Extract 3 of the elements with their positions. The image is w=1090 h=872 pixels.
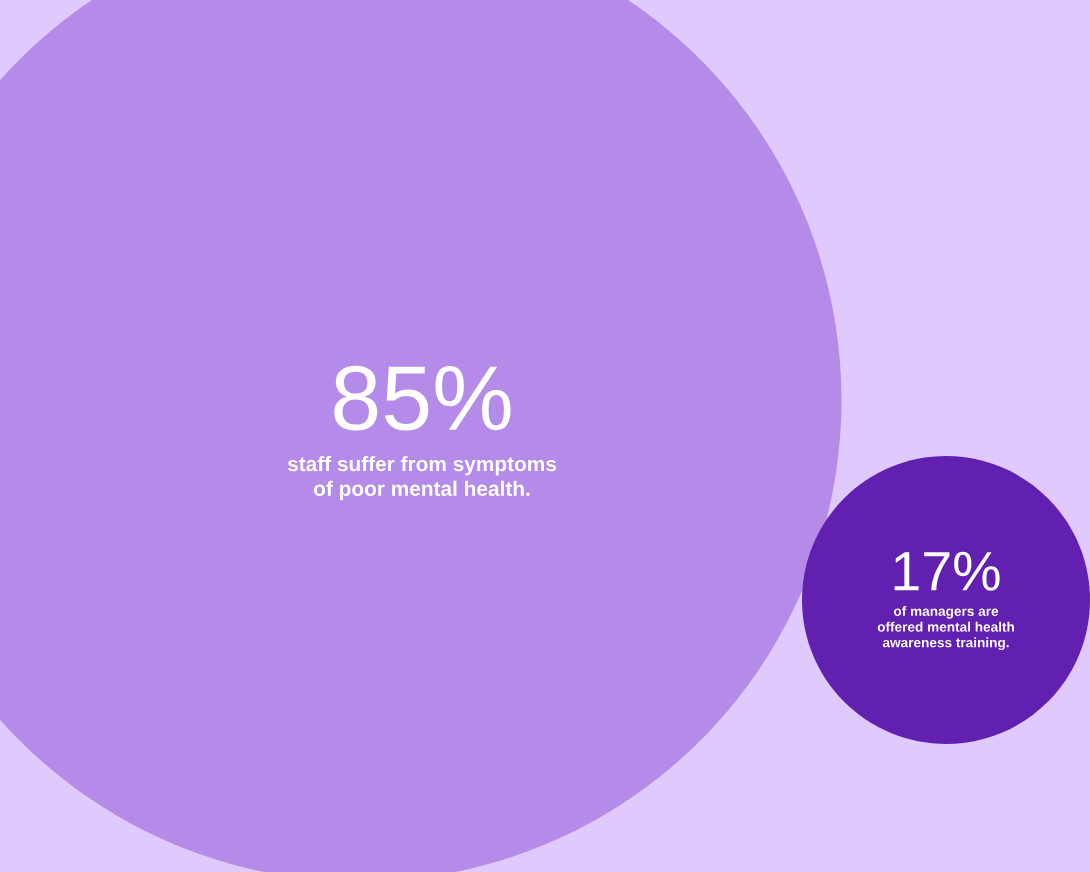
data-label: 17%: [894, 551, 1000, 591]
category-label: staff suffer from symptoms of poor mental health.: [287, 456, 557, 501]
data-label: 85%: [334, 365, 511, 431]
